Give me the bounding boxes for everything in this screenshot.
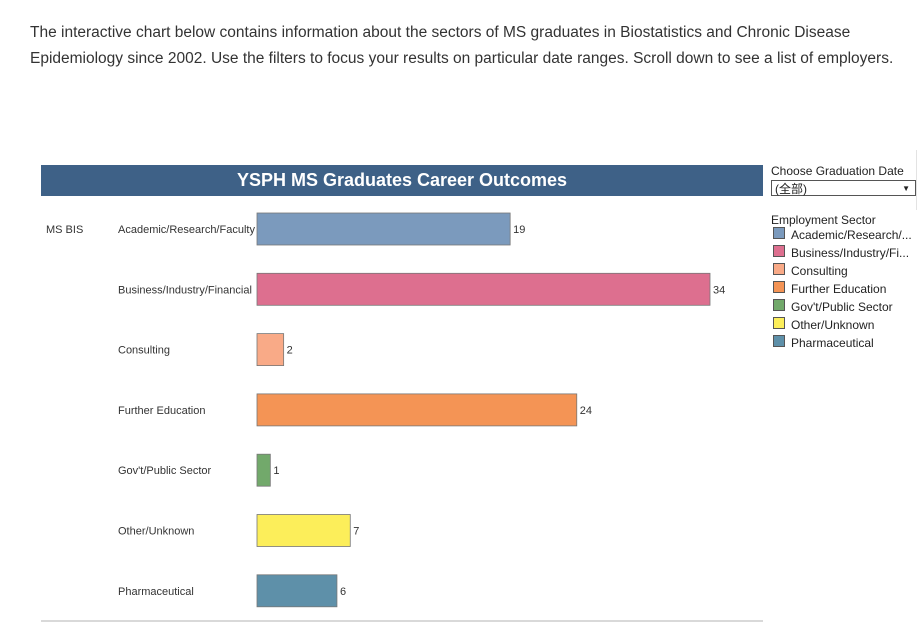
bar-further-education — [256, 393, 578, 427]
legend-swatch — [773, 317, 785, 329]
legend-item-gov-public[interactable]: Gov't/Public Sector — [771, 299, 921, 317]
legend-swatch — [773, 335, 785, 347]
bar-chart: MS BIS Academic/Research/Faculty 19 Busines… — [46, 212, 725, 608]
category-label-academic-research-faculty: Academic/Research/Faculty — [118, 224, 255, 236]
value-label-business-industry-financial: 34 — [713, 284, 725, 296]
value-label-other-unknown: 7 — [353, 526, 359, 538]
legend-item-other-unknown[interactable]: Other/Unknown — [771, 317, 921, 335]
legend-swatch — [773, 299, 785, 311]
bar-gov-t-public-sector — [256, 453, 271, 487]
category-label-consulting: Consulting — [118, 345, 170, 357]
category-label-business-industry-financial: Business/Industry/Financial — [118, 284, 252, 296]
legend-item-academic[interactable]: Academic/Research/... — [771, 227, 921, 245]
bar-pharmaceutical — [256, 574, 338, 608]
legend-item-pharmaceutical[interactable]: Pharmaceutical — [771, 335, 921, 353]
intro-paragraph: The interactive chart below contains inf… — [30, 24, 894, 67]
legend-item-consulting[interactable]: Consulting — [771, 263, 921, 281]
value-label-gov-t-public-sector: 1 — [273, 465, 279, 477]
category-label-further-education: Further Education — [118, 405, 205, 417]
chart-title: YSPH MS Graduates Career Outcomes — [41, 165, 763, 196]
legend-item-further-education[interactable]: Further Education — [771, 281, 921, 299]
legend-label: Pharmaceutical — [791, 336, 874, 350]
bar-other-unknown — [256, 514, 351, 547]
graduation-date-selected-value: (全部) — [775, 182, 807, 196]
graduation-date-filter-label: Choose Graduation Date — [771, 164, 904, 178]
legend-swatch — [773, 263, 785, 275]
category-label-pharmaceutical: Pharmaceutical — [118, 586, 194, 598]
panel-divider — [916, 150, 917, 210]
legend-label: Academic/Research/... — [791, 228, 912, 242]
category-label-other-unknown: Other/Unknown — [118, 526, 194, 538]
legend-swatch — [773, 281, 785, 293]
bar-academic-research-faculty — [256, 212, 511, 246]
value-label-pharmaceutical: 6 — [340, 586, 346, 598]
chart-bottom-border — [41, 620, 763, 622]
legend-label: Gov't/Public Sector — [791, 300, 893, 314]
legend-item-business[interactable]: Business/Industry/Fi... — [771, 245, 921, 263]
legend: Academic/Research/... Business/Industry/… — [771, 227, 921, 353]
row-header-label: MS BIS — [46, 224, 83, 236]
category-label-gov-t-public-sector: Gov't/Public Sector — [118, 465, 212, 477]
legend-title: Employment Sector — [771, 213, 876, 227]
legend-label: Business/Industry/Fi... — [791, 246, 910, 260]
value-label-academic-research-faculty: 19 — [513, 224, 525, 236]
legend-label: Consulting — [791, 264, 848, 278]
legend-swatch — [773, 227, 785, 239]
value-label-further-education: 24 — [580, 405, 592, 417]
legend-swatch — [773, 245, 785, 257]
chevron-down-icon[interactable]: ▼ — [902, 184, 910, 193]
bar-business-industry-financial — [256, 272, 711, 306]
bar-consulting — [256, 333, 285, 367]
value-label-consulting: 2 — [287, 345, 293, 357]
graduation-date-select[interactable]: (全部) ▼ — [771, 180, 916, 196]
legend-label: Other/Unknown — [791, 318, 875, 332]
legend-label: Further Education — [791, 282, 887, 296]
